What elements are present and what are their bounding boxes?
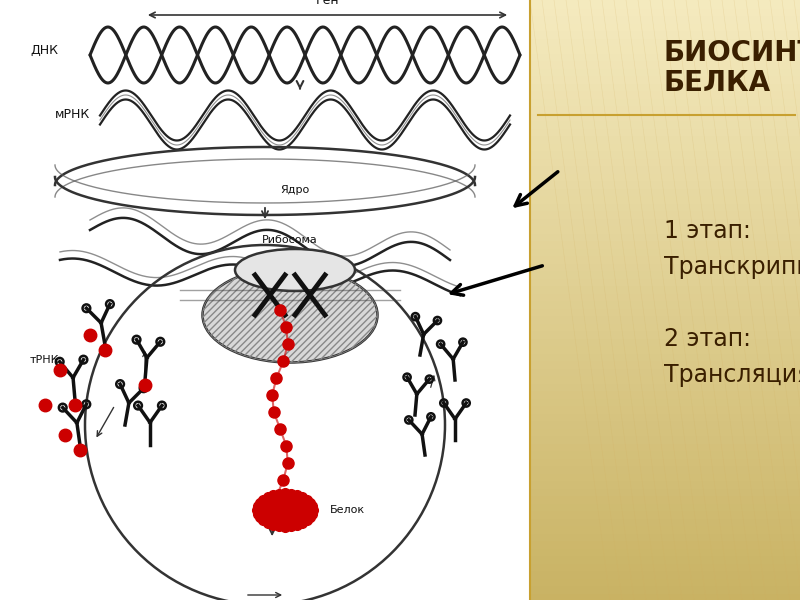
- Bar: [530, 194, 800, 202]
- Text: мРНК: мРНК: [55, 109, 90, 121]
- Bar: [530, 232, 800, 240]
- Bar: [530, 539, 800, 547]
- Text: ДНК: ДНК: [30, 43, 58, 56]
- Bar: [530, 37, 800, 45]
- Bar: [530, 509, 800, 517]
- Text: 1 этап:: 1 этап:: [664, 219, 751, 243]
- Bar: [530, 479, 800, 487]
- Bar: [530, 299, 800, 307]
- Bar: [530, 397, 800, 405]
- Text: 2 этап:: 2 этап:: [664, 327, 751, 351]
- Bar: [530, 502, 800, 510]
- Bar: [530, 374, 800, 383]
- Bar: [530, 344, 800, 352]
- Bar: [530, 59, 800, 67]
- Bar: [530, 412, 800, 420]
- Bar: [530, 224, 800, 232]
- Bar: [530, 427, 800, 435]
- Bar: [530, 247, 800, 255]
- Bar: [530, 442, 800, 450]
- Bar: [530, 262, 800, 270]
- Bar: [530, 554, 800, 563]
- Text: БИОСИНТЕЗ
БЕЛКА: БИОСИНТЕЗ БЕЛКА: [664, 39, 800, 97]
- Bar: [530, 577, 800, 585]
- Bar: [530, 202, 800, 210]
- Bar: [530, 464, 800, 473]
- Bar: [530, 142, 800, 150]
- Bar: [530, 187, 800, 195]
- Bar: [530, 472, 800, 480]
- Text: Трансляция: Трансляция: [664, 363, 800, 387]
- Bar: [530, 562, 800, 570]
- Bar: [530, 322, 800, 330]
- Bar: [530, 134, 800, 142]
- Bar: [530, 22, 800, 30]
- Bar: [530, 524, 800, 533]
- Bar: [530, 434, 800, 443]
- Bar: [530, 44, 800, 52]
- Bar: [530, 127, 800, 135]
- Bar: [530, 449, 800, 457]
- Bar: [530, 0, 800, 7]
- Bar: [0, 0, 530, 600]
- Text: Рибосома: Рибосома: [262, 235, 318, 245]
- Text: Транскрипция: Транскрипция: [664, 255, 800, 279]
- Bar: [530, 104, 800, 113]
- Bar: [530, 569, 800, 577]
- Bar: [530, 179, 800, 187]
- Bar: [530, 404, 800, 413]
- Bar: [530, 74, 800, 82]
- Bar: [530, 112, 800, 120]
- Bar: [530, 149, 800, 157]
- Text: тРНК: тРНК: [30, 355, 59, 365]
- Bar: [530, 494, 800, 503]
- Bar: [530, 352, 800, 360]
- Bar: [530, 119, 800, 127]
- Bar: [530, 532, 800, 540]
- Bar: [530, 517, 800, 525]
- Bar: [530, 14, 800, 22]
- Bar: [530, 337, 800, 345]
- Bar: [530, 254, 800, 263]
- Bar: [530, 284, 800, 292]
- Bar: [530, 157, 800, 165]
- Bar: [530, 67, 800, 75]
- Bar: [530, 547, 800, 555]
- Bar: [530, 382, 800, 390]
- Bar: [530, 97, 800, 105]
- Bar: [530, 592, 800, 600]
- Bar: [530, 217, 800, 225]
- Bar: [530, 419, 800, 427]
- Bar: [530, 487, 800, 495]
- Bar: [530, 269, 800, 277]
- Bar: [530, 164, 800, 173]
- Bar: [530, 329, 800, 337]
- Text: Ядро: Ядро: [280, 185, 310, 195]
- Bar: [530, 457, 800, 465]
- Bar: [530, 292, 800, 300]
- Bar: [530, 584, 800, 593]
- Bar: [530, 389, 800, 397]
- Bar: [530, 52, 800, 60]
- Ellipse shape: [202, 268, 378, 362]
- Bar: [530, 7, 800, 15]
- Bar: [530, 209, 800, 217]
- Text: Белок: Белок: [330, 505, 365, 515]
- Text: Ген: Ген: [316, 0, 339, 7]
- Bar: [530, 277, 800, 285]
- Bar: [530, 307, 800, 315]
- Bar: [530, 359, 800, 367]
- Bar: [530, 172, 800, 180]
- Bar: [530, 367, 800, 375]
- Bar: [530, 29, 800, 37]
- Ellipse shape: [235, 249, 355, 291]
- Bar: [530, 314, 800, 323]
- Bar: [530, 239, 800, 247]
- Bar: [530, 82, 800, 90]
- Bar: [530, 89, 800, 97]
